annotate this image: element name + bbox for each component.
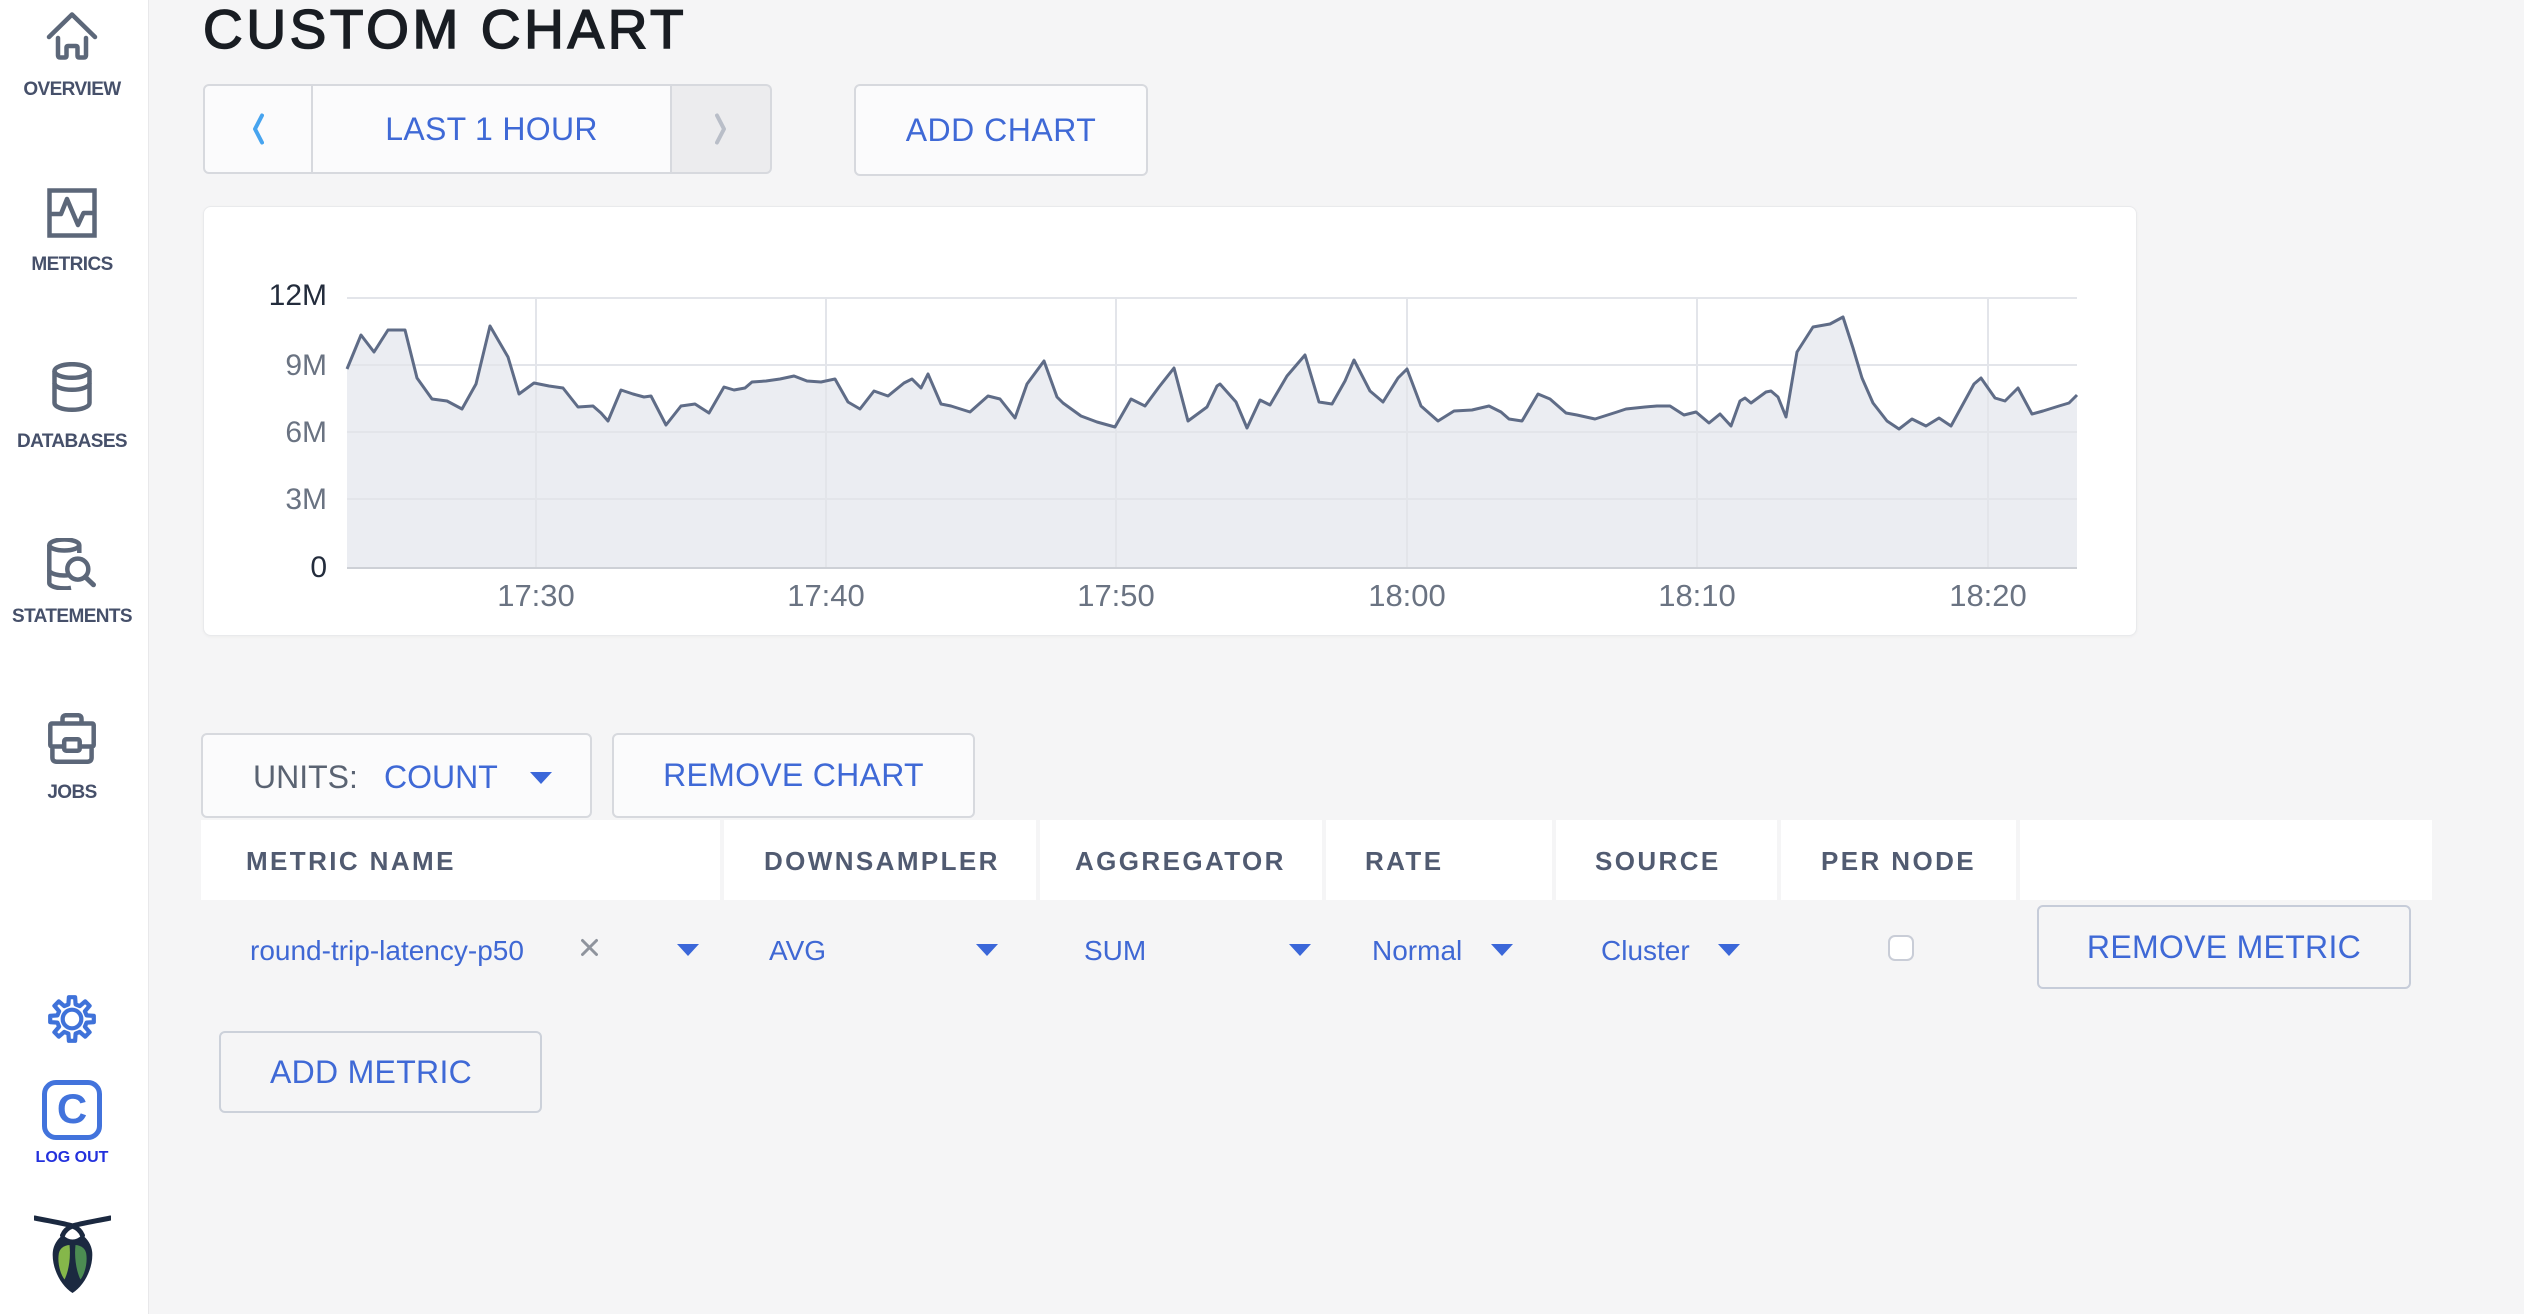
svg-text:0: 0 [310,551,327,584]
svg-text:3M: 3M [285,483,327,516]
svg-text:17:30: 17:30 [497,578,575,613]
svg-text:18:00: 18:00 [1368,578,1446,613]
svg-text:6M: 6M [285,416,327,449]
svg-text:17:40: 17:40 [787,578,865,613]
svg-text:18:20: 18:20 [1949,578,2027,613]
svg-text:18:10: 18:10 [1658,578,1736,613]
svg-text:12M: 12M [269,279,327,312]
svg-text:17:50: 17:50 [1077,578,1155,613]
svg-text:9M: 9M [285,349,327,382]
